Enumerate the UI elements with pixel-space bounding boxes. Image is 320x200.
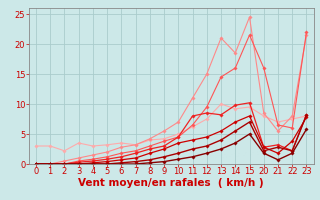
X-axis label: Vent moyen/en rafales  ( km/h ): Vent moyen/en rafales ( km/h ) <box>78 178 264 188</box>
